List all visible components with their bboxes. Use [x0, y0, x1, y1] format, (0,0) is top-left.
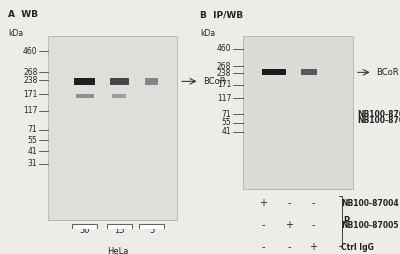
- Text: 460: 460: [23, 46, 38, 56]
- Text: -: -: [312, 198, 315, 208]
- Text: 171: 171: [217, 80, 231, 89]
- Bar: [76, 94, 94, 98]
- Bar: [301, 69, 317, 75]
- Text: -: -: [288, 198, 291, 208]
- Text: B  IP/WB: B IP/WB: [200, 10, 243, 19]
- Text: +: +: [309, 242, 317, 252]
- Text: 238: 238: [23, 76, 38, 85]
- Text: -: -: [312, 220, 315, 230]
- Text: 31: 31: [28, 160, 38, 168]
- Text: NB100-87005: NB100-87005: [357, 116, 400, 125]
- Text: BCoR: BCoR: [376, 68, 399, 77]
- Text: 238: 238: [217, 69, 231, 77]
- Text: NB100-87004: NB100-87004: [341, 199, 398, 208]
- Text: 55: 55: [222, 118, 231, 127]
- Text: 71: 71: [28, 125, 38, 134]
- Text: kDa: kDa: [200, 29, 215, 38]
- Text: 117: 117: [217, 94, 231, 103]
- Text: P: P: [344, 216, 350, 226]
- Bar: [139, 224, 164, 236]
- Text: HeLa: HeLa: [107, 247, 129, 254]
- Text: -: -: [261, 220, 265, 230]
- Text: 460: 460: [217, 44, 231, 53]
- Bar: [72, 224, 97, 236]
- Text: 117: 117: [23, 106, 38, 115]
- Bar: [107, 224, 132, 236]
- Text: 268: 268: [217, 62, 231, 71]
- Text: 71: 71: [222, 110, 231, 119]
- Bar: [48, 36, 177, 220]
- Bar: [74, 78, 96, 85]
- Text: NB100-87005: NB100-87005: [341, 221, 398, 230]
- Text: 268: 268: [23, 68, 38, 77]
- Bar: [145, 78, 158, 85]
- Bar: [262, 69, 286, 75]
- Text: -: -: [288, 242, 291, 252]
- Bar: [110, 78, 129, 85]
- Text: 5: 5: [149, 226, 154, 235]
- Text: 171: 171: [23, 90, 38, 99]
- Text: Ctrl IgG: Ctrl IgG: [341, 243, 374, 252]
- Bar: [112, 94, 126, 98]
- Text: 55: 55: [28, 136, 38, 145]
- Text: NB100-87004: NB100-87004: [357, 109, 400, 119]
- Text: 15: 15: [114, 226, 124, 235]
- Text: BCoR: BCoR: [203, 77, 226, 86]
- Text: A  WB: A WB: [8, 10, 38, 19]
- Text: 41: 41: [28, 147, 38, 155]
- Text: 50: 50: [79, 226, 90, 235]
- Text: 41: 41: [222, 128, 231, 136]
- Text: +: +: [259, 198, 267, 208]
- Text: kDa: kDa: [8, 29, 23, 38]
- Text: +: +: [285, 220, 293, 230]
- Text: -: -: [261, 242, 265, 252]
- Bar: [243, 36, 353, 189]
